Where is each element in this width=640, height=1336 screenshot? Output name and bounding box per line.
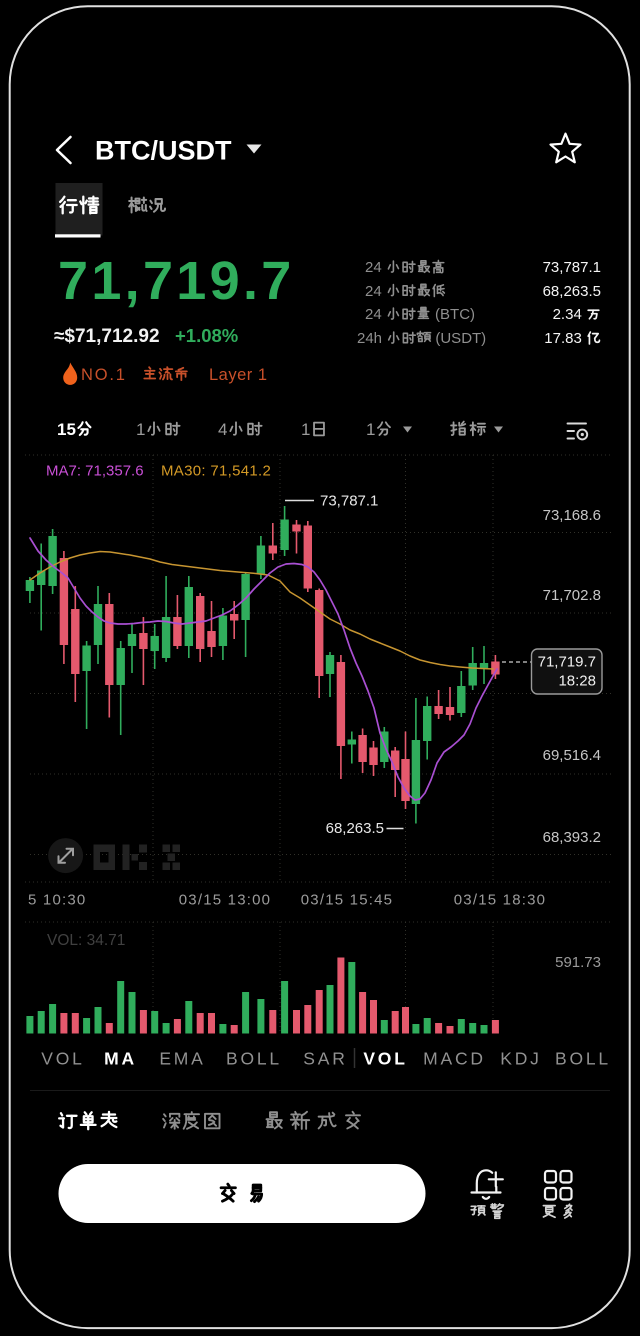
svg-text:VOL: 34.71: VOL: 34.71 bbox=[47, 932, 125, 949]
svg-text:15: 15 bbox=[57, 420, 76, 439]
svg-text:4: 4 bbox=[218, 420, 227, 439]
svg-text:+1.08%: +1.08% bbox=[175, 325, 238, 346]
svg-text:KDJ: KDJ bbox=[500, 1049, 541, 1069]
svg-text:1: 1 bbox=[366, 420, 375, 439]
svg-text:24: 24 bbox=[365, 259, 382, 276]
svg-text:SAR: SAR bbox=[303, 1049, 347, 1069]
svg-text:1: 1 bbox=[136, 420, 145, 439]
svg-text:MA: MA bbox=[104, 1049, 137, 1069]
svg-text:5 10:30: 5 10:30 bbox=[28, 892, 86, 909]
svg-text:24h: 24h bbox=[357, 330, 382, 347]
svg-text:MACD: MACD bbox=[423, 1049, 486, 1069]
svg-text:17.83: 17.83 bbox=[544, 330, 582, 347]
svg-text:24: 24 bbox=[365, 283, 382, 300]
svg-text:68,393.2: 68,393.2 bbox=[543, 829, 601, 846]
svg-text:69,516.4: 69,516.4 bbox=[543, 747, 601, 764]
svg-text:03/15 13:00: 03/15 13:00 bbox=[179, 892, 271, 909]
svg-text:71,719.7: 71,719.7 bbox=[538, 654, 596, 671]
svg-text:68,263.5: 68,263.5 bbox=[543, 283, 601, 300]
svg-text:Layer 1: Layer 1 bbox=[209, 366, 268, 384]
svg-text:1: 1 bbox=[301, 420, 310, 439]
svg-text:2.34: 2.34 bbox=[553, 306, 582, 323]
svg-text:≈$71,712.92: ≈$71,712.92 bbox=[54, 326, 160, 347]
svg-text:03/15 15:45: 03/15 15:45 bbox=[301, 892, 393, 909]
svg-text:68,263.5: 68,263.5 bbox=[326, 820, 384, 837]
svg-text:24: 24 bbox=[365, 306, 382, 323]
svg-text:MA30: 71,541.2: MA30: 71,541.2 bbox=[161, 463, 271, 480]
svg-text:03/15 18:30: 03/15 18:30 bbox=[454, 892, 546, 909]
svg-text:(USDT): (USDT) bbox=[431, 330, 486, 347]
svg-text:73,787.1: 73,787.1 bbox=[320, 493, 378, 510]
svg-text:18:28: 18:28 bbox=[558, 673, 596, 690]
svg-text:BOLL: BOLL bbox=[226, 1049, 282, 1069]
svg-text:EMA: EMA bbox=[159, 1049, 205, 1069]
svg-text:NO.1: NO.1 bbox=[81, 366, 127, 384]
svg-text:VOL: VOL bbox=[41, 1049, 84, 1069]
svg-text:BTC/USDT: BTC/USDT bbox=[95, 136, 232, 166]
svg-text:(BTC): (BTC) bbox=[431, 306, 475, 323]
svg-text:VOL: VOL bbox=[363, 1049, 407, 1069]
svg-text:BOLL: BOLL bbox=[555, 1049, 611, 1069]
svg-text:71,719.7: 71,719.7 bbox=[58, 251, 295, 311]
svg-text:591.73: 591.73 bbox=[555, 954, 601, 971]
svg-text:73,168.6: 73,168.6 bbox=[543, 507, 601, 524]
svg-text:73,787.1: 73,787.1 bbox=[543, 259, 601, 276]
svg-text:MA7: 71,357.6: MA7: 71,357.6 bbox=[46, 463, 144, 480]
svg-text:71,702.8: 71,702.8 bbox=[543, 587, 601, 604]
